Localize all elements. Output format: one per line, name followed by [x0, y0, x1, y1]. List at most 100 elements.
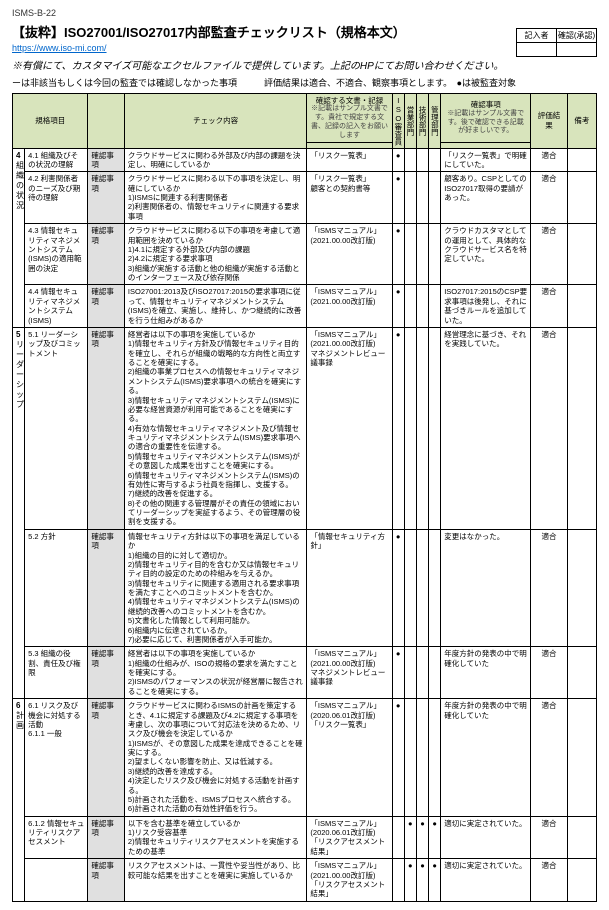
confirm-cell: 年度方針の発表の中で明確化していた [441, 699, 531, 817]
dot-cell: ● [416, 859, 428, 902]
check-cell: クラウドサービスに関わるISMSの計画を策定するとき、4.1に規定する課題及び4… [124, 699, 307, 817]
check-cell: 情報セキュリティ方針は以下の事項を満足しているか 1)組織の目的に対して適切か。… [124, 529, 307, 647]
item-cell: 6.1.2 情報セキュリティリスクアセスメント [25, 816, 88, 859]
dot-cell [429, 647, 441, 699]
remark-cell [567, 148, 596, 172]
dot-cell [404, 224, 416, 285]
result-cell: 適合 [531, 529, 568, 647]
doc-cell: 「ISMSマニュアル」 (2021.00.00改訂版) マネジメントレビュー議事… [307, 327, 392, 529]
checklist-table: 規格項目 チェック内容 確認する文書・記録 ※記載はサンプル文書です。貴社で規定… [12, 93, 597, 902]
remark-cell [567, 172, 596, 224]
remark-cell [567, 224, 596, 285]
confirm-cell: 年度方針の発表の中で明確化していた [441, 647, 531, 699]
dot-cell [429, 148, 441, 172]
doc-cell: 「ISMSマニュアル」 (2020.06.01改訂版) 「リスクアセスメント結果… [307, 816, 392, 859]
table-body: 4 組織の状況4.1 組織及びその状況の理解確認事項クラウドサービスに関わる外部… [13, 148, 597, 901]
legend: ーは非該当もしくは今回の監査では確認しなかった事項 評価結果は適合、不適合、観察… [12, 76, 597, 89]
dot-cell [429, 285, 441, 328]
dot-cell [429, 529, 441, 647]
dot-cell [429, 224, 441, 285]
dot-cell [392, 816, 404, 859]
hdr-confirm: 確認事項 ※記載はサンプル文書です。後で確認できる記載が好ましいです。 [441, 94, 531, 143]
remark-cell [567, 647, 596, 699]
remark-cell [567, 529, 596, 647]
confirm-cell: 「リスク一覧表」で明確にしていた。 [441, 148, 531, 172]
confirm-cell: 経営理念に基づき、それを実践していた。 [441, 327, 531, 529]
tb-h1: 記入者 [517, 29, 557, 43]
section-no: 4 組織の状況 [13, 148, 25, 327]
check-cell: 経営者は以下の事項を実施しているか 1)情報セキュリティ方針及び情報セキュリティ… [124, 327, 307, 529]
tb-v2 [557, 43, 597, 57]
result-cell: 適合 [531, 327, 568, 529]
dot-cell [416, 285, 428, 328]
dot-cell: ● [392, 327, 404, 529]
doc-cell: 「リスク一覧表」 顧客との契約書等 [307, 172, 392, 224]
dot-cell: ● [404, 816, 416, 859]
item-cell: 4.3 情報セキュリティマネジメントシステム(ISMS)の適用範囲の決定 [25, 224, 88, 285]
type-cell: 確認事項 [88, 529, 125, 647]
doc-cell: 「リスク一覧表」 [307, 148, 392, 172]
dot-cell [416, 699, 428, 817]
tb-v1 [517, 43, 557, 57]
hdr-confirm-sub: ※記載はサンプル文書です。後で確認できる記載が好ましいです。 [444, 110, 527, 136]
check-cell: 以下を含む基準を確立しているか 1)リスク受容基準 2)情報セキュリティリスクア… [124, 816, 307, 859]
dot-cell [392, 859, 404, 902]
confirm-cell: 適切に実定されていた。 [441, 816, 531, 859]
type-cell: 確認事項 [88, 285, 125, 328]
dot-cell: ● [429, 859, 441, 902]
item-cell: 4.4 情報セキュリティマネジメントシステム(ISMS) [25, 285, 88, 328]
hdr-item: 規格項目 [13, 94, 88, 149]
item-cell: 5.3 組織の役割、責任及び権限 [25, 647, 88, 699]
remark-cell [567, 816, 596, 859]
check-cell: ISO27001:2013及びISO27017:2015の要求事項に従って、情報… [124, 285, 307, 328]
type-cell: 確認事項 [88, 148, 125, 172]
dot-cell: ● [392, 529, 404, 647]
hdr-result: 評価結果 [531, 94, 568, 149]
remark-cell [567, 699, 596, 817]
doc-cell: 「ISMSマニュアル」 (2020.06.01改訂版) 「リスク一覧表」 [307, 699, 392, 817]
ref-url[interactable]: https://www.iso-mi.com/ [12, 43, 107, 53]
check-cell: クラウドサービスに関わる外部及び内部の課題を決定し、明確にしているか [124, 148, 307, 172]
item-cell: 5.2 方針 [25, 529, 88, 647]
hdr-iso: ISO審査員 [392, 94, 404, 149]
confirm-cell: ISO27017:2015のCSP要求事項は後発し、それに基づきルールを追加して… [441, 285, 531, 328]
result-cell: 適合 [531, 285, 568, 328]
dot-cell [429, 699, 441, 817]
dot-cell [404, 285, 416, 328]
hdr-blank [88, 94, 125, 149]
dot-cell [416, 172, 428, 224]
section-no: 6 計画 [13, 699, 25, 902]
dot-cell [404, 172, 416, 224]
dot-cell: ● [392, 699, 404, 817]
item-cell: 5.1 リーダーシップ及びコミットメント [25, 327, 88, 529]
dot-cell: ● [392, 285, 404, 328]
dot-cell [404, 148, 416, 172]
dot-cell: ● [416, 816, 428, 859]
result-cell: 適合 [531, 647, 568, 699]
dot-cell [429, 172, 441, 224]
hdr-cloud: 技術部門 [416, 94, 428, 149]
confirm-cell: 変更はなかった。 [441, 529, 531, 647]
item-cell: 6.1 リスク及び機会に対処する活動 6.1.1 一般 [25, 699, 88, 817]
remark-cell [567, 327, 596, 529]
doc-cell: 「ISMSマニュアル」 (2021.00.00改訂版) マネジメントレビュー議事… [307, 647, 392, 699]
hdr-confirm-t: 確認事項 [444, 100, 527, 109]
dot-cell [404, 327, 416, 529]
type-cell: 確認事項 [88, 647, 125, 699]
doc-cell: 「ISMSマニュアル」 (2021.00.00改訂版) [307, 285, 392, 328]
dot-cell [429, 327, 441, 529]
result-cell: 適合 [531, 224, 568, 285]
doc-cell: 「ISMSマニュアル」 (2021.00.00改訂版) 「リスクアセスメント結果… [307, 859, 392, 902]
hdr-check: チェック内容 [124, 94, 307, 149]
confirm-cell: クラウドカスタマとしての運用として、具体的なクラウドサービス名を特定していた。 [441, 224, 531, 285]
type-cell: 確認事項 [88, 699, 125, 817]
page-title: 【抜粋】ISO27001/ISO27017内部監査チェックリスト（規格本文） [12, 22, 597, 41]
approval-box: 記入者確認(承認) [516, 28, 597, 57]
doc-cell: 「情報セキュリティ方針」 [307, 529, 392, 647]
remark-cell [567, 285, 596, 328]
result-cell: 適合 [531, 148, 568, 172]
provision-note: ※有償にて、カスタマイズ可能なエクセルファイルで提供しています。上記のHPにてお… [12, 57, 597, 72]
doc-cell: 「ISMSマニュアル」 (2021.00.00改訂版) [307, 224, 392, 285]
dot-cell [416, 148, 428, 172]
type-cell: 確認事項 [88, 224, 125, 285]
